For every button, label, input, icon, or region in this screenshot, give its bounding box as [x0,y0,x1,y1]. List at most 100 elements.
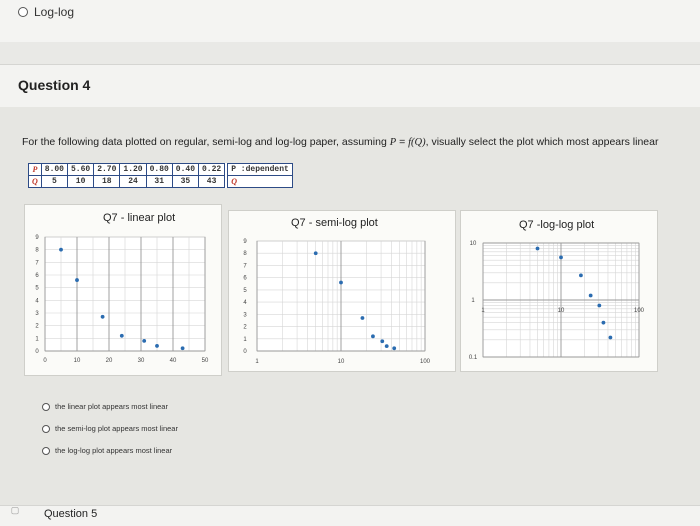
semi-log-plot-title: Q7 - semi-log plot [291,217,378,229]
x-tick-label: 10 [558,308,565,314]
data-point [559,255,563,260]
q-value: 31 [145,175,173,188]
p-value: 1.20 [119,163,147,176]
p-value: 8.00 [40,163,68,176]
x-tick-label: 1 [255,359,259,365]
data-point [588,293,593,298]
p-value: 0.80 [145,163,173,176]
y-tick-label: 9 [243,239,247,245]
answer-option-label: the linear plot appears most linear [55,402,168,411]
answer-option-label: the semi-log plot appears most linear [55,424,178,433]
question-4-prompt: For the following data plotted on regula… [22,136,659,148]
y-tick-label: 10 [470,241,477,247]
prompt-formula-rhs: f(Q) [408,137,426,148]
x-tick-label: 30 [138,358,145,364]
data-table-p-row: P 8.00 5.60 2.70 1.20 0.80 0.40 0.22 P :… [28,163,293,176]
question-5-header [0,505,700,526]
legend-q: Q [227,175,293,188]
x-tick-label: 10 [338,359,345,365]
data-point [313,251,318,256]
y-tick-label: 5 [243,288,247,294]
y-tick-label: 2 [35,324,39,330]
question-4-header: Question 4 [0,64,700,108]
y-tick-label: 3 [243,312,247,318]
x-tick-label: 1 [481,308,485,314]
data-point [119,333,124,338]
data-point [100,314,105,319]
y-tick-label: 0 [243,349,247,355]
y-tick-label: 1 [243,337,247,343]
y-tick-label: 0.1 [469,355,478,361]
question-5-title: Question 5 [44,508,98,520]
data-point [601,320,606,325]
q-value: 5 [40,175,68,188]
q-label: Q [28,175,42,188]
data-point [608,335,613,340]
p-value: 0.22 [197,163,226,176]
option-log-log-label: Log-log [34,5,75,19]
data-point [392,346,397,351]
semi-log-plot-chart: 1 10 100 0 1 2 3 4 5 6 7 8 9 [243,239,431,365]
data-point [380,339,385,344]
data-point [155,344,159,348]
option-log-log[interactable]: Log-log [18,5,74,19]
x-tick-label: 50 [202,358,209,364]
p-label: P [28,163,42,176]
x-tick-label: 40 [170,358,177,364]
linear-plot-chart: 0 10 20 30 40 50 0 1 2 3 4 5 6 7 8 9 [35,235,209,364]
q-value: 35 [171,175,200,188]
prompt-text-before: For the following data plotted on regula… [22,136,390,148]
radio-circle-icon[interactable] [42,424,50,433]
data-table: P 8.00 5.60 2.70 1.20 0.80 0.40 0.22 P :… [28,163,293,188]
y-tick-label: 2 [243,325,247,331]
p-value: 2.70 [93,163,121,176]
radio-circle-icon[interactable] [42,446,50,455]
y-tick-label: 8 [243,251,247,257]
flag-icon[interactable]: ▢ [10,505,20,515]
data-point [180,346,185,351]
y-tick-label: 6 [243,276,247,282]
x-tick-label: 100 [634,308,645,314]
q-value: 18 [93,175,121,188]
data-point [384,344,389,349]
answer-option-linear[interactable]: the linear plot appears most linear [42,402,168,411]
data-point [535,246,540,251]
y-tick-label: 1 [471,298,475,304]
y-tick-label: 0 [35,349,39,355]
data-point [579,273,583,278]
p-value: 5.60 [66,163,95,176]
radio-circle-icon[interactable] [42,402,50,411]
prompt-text-after: , visually select the plot which most ap… [425,136,659,148]
answer-option-semi-log[interactable]: the semi-log plot appears most linear [42,424,178,433]
y-tick-label: 4 [35,298,39,304]
linear-plot-title: Q7 - linear plot [103,212,176,224]
data-point [339,280,343,285]
answer-option-label: the log-log plot appears most linear [55,446,173,455]
prompt-formula-lhs: P [389,137,397,148]
previous-question-area [0,0,700,42]
data-table-q-row: Q 5 10 18 24 31 35 43 Q [28,175,293,188]
y-tick-label: 6 [35,273,39,279]
x-tick-label: 20 [106,358,113,364]
q-value: 43 [197,175,226,188]
data-point [142,338,147,343]
p-value: 0.40 [171,163,200,176]
y-tick-label: 7 [243,263,247,269]
answer-option-log-log[interactable]: the log-log plot appears most linear [42,446,172,455]
y-tick-label: 1 [35,336,39,342]
log-log-plot-title: Q7 -log-log plot [519,219,595,231]
prompt-formula-mid: = [396,136,409,148]
x-tick-label: 100 [420,359,431,365]
linear-plot-panel: Q7 - linear plot 0 10 20 30 40 50 0 1 2 3 4 5 6 7 8 9 [24,204,222,376]
radio-circle-icon[interactable] [18,7,28,17]
legend-p: P :dependent [227,163,293,176]
y-tick-label: 4 [243,300,247,306]
data-point [75,278,79,282]
question-4-title: Question 4 [18,77,91,93]
data-point [360,316,365,320]
log-log-plot-panel: Q7 -log-log plot 1 10 100 0.1 1 10 [460,210,658,372]
y-tick-label: 9 [35,235,39,241]
q-value: 10 [66,175,95,188]
log-log-plot-chart: 1 10 100 0.1 1 10 [469,241,645,361]
semi-log-plot-panel: Q7 - semi-log plot 1 10 100 0 1 2 3 4 5 6 7 8 9 [228,210,456,372]
